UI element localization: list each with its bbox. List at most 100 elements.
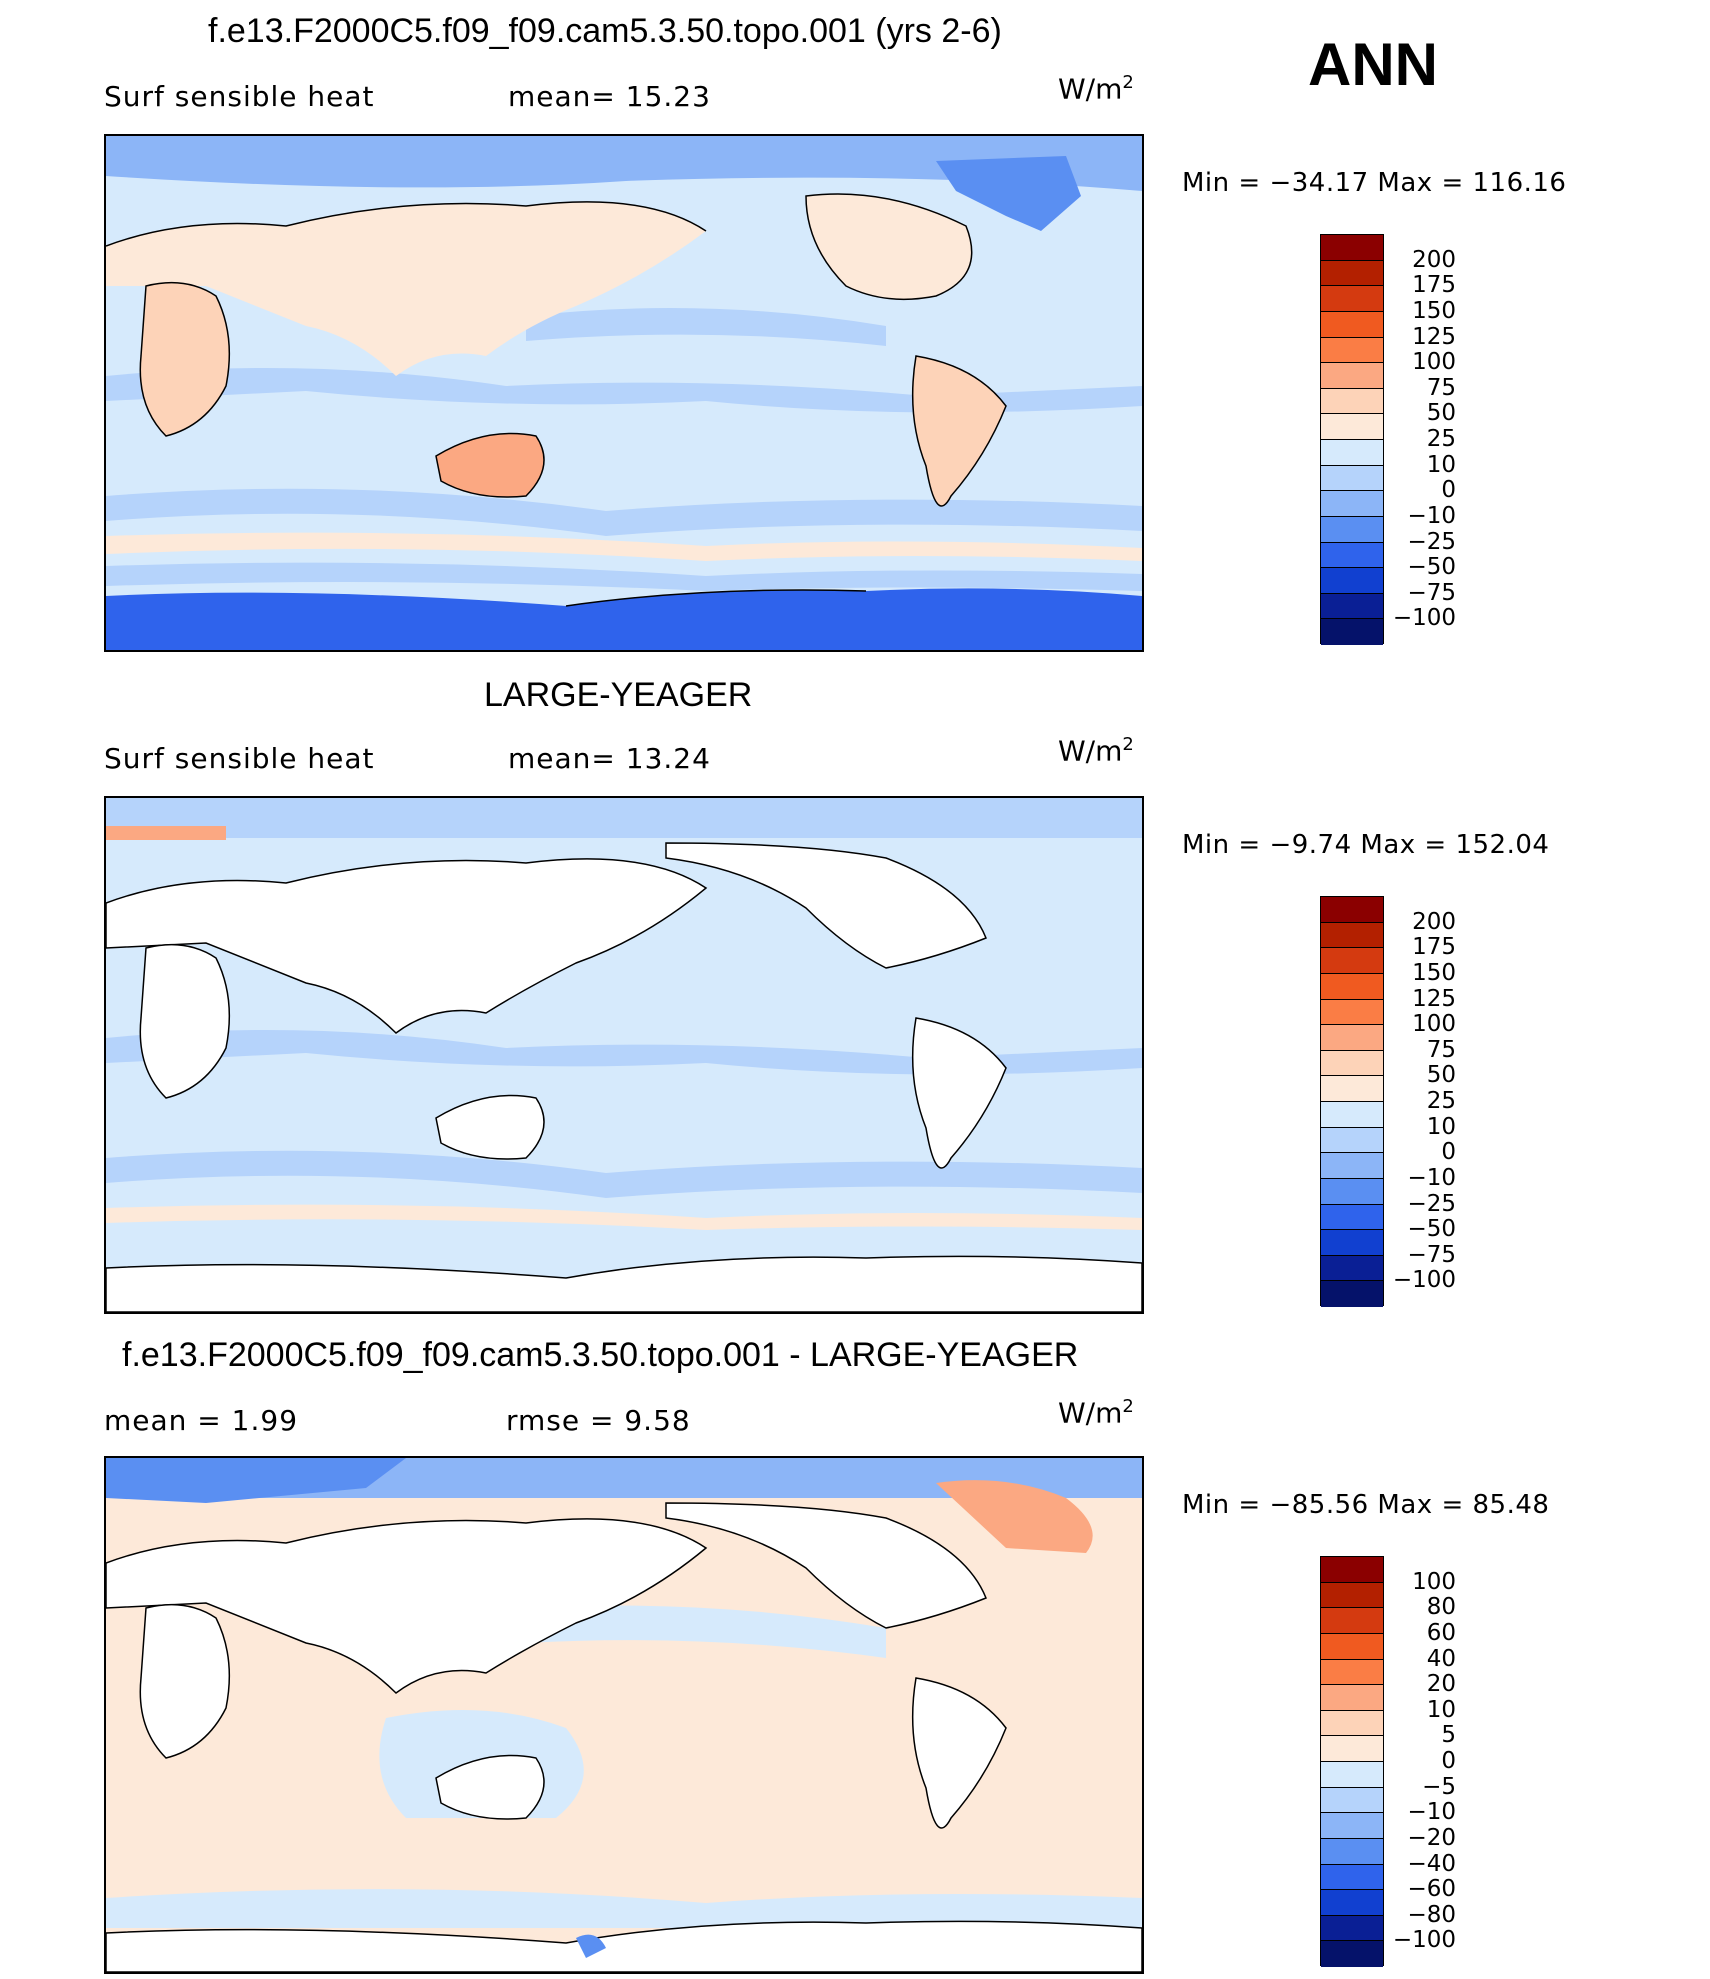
colorbar-swatch (1321, 1153, 1383, 1179)
colorbar-tick-label: 60 (1426, 1619, 1456, 1646)
colorbar-tick-label: 0 (1441, 1139, 1456, 1166)
panel-1-map (104, 134, 1144, 652)
panel-2-unit: W/m2 (1058, 734, 1134, 768)
colorbar-swatch (1321, 1685, 1383, 1711)
colorbar-tick-label: 25 (1426, 1088, 1456, 1114)
colorbar-swatch (1321, 235, 1383, 261)
panel-3-rmse: rmse = 9.58 (506, 1404, 691, 1437)
colorbar-swatch (1321, 414, 1383, 440)
colorbar-tick-label: 20 (1426, 1671, 1456, 1698)
panel-3-map (104, 1456, 1144, 1974)
colorbar-swatch (1321, 1890, 1383, 1916)
panel-2-colorbar (1320, 896, 1384, 1307)
colorbar-tick-label: 200 (1412, 246, 1456, 273)
colorbar-tick-label: −75 (1407, 1241, 1456, 1268)
colorbar-swatch (1321, 1230, 1383, 1256)
colorbar-tick-label: 175 (1412, 934, 1456, 961)
colorbar-swatch (1321, 1127, 1383, 1154)
colorbar-tick-label: 175 (1412, 272, 1456, 299)
colorbar-swatch (1321, 1281, 1383, 1307)
colorbar-tick-label: 25 (1426, 426, 1456, 452)
colorbar-swatch (1321, 948, 1383, 974)
panel-3-minmax: Min = −85.56 Max = 85.48 (1182, 1490, 1550, 1520)
colorbar-swatch (1321, 1838, 1383, 1865)
colorbar-tick-label: −50 (1407, 1216, 1456, 1243)
colorbar-tick-label: 40 (1426, 1645, 1456, 1672)
colorbar-swatch (1321, 1915, 1383, 1942)
colorbar-swatch (1321, 1204, 1383, 1231)
colorbar-tick-label: 0 (1441, 477, 1456, 504)
colorbar-swatch (1321, 465, 1383, 492)
colorbar-swatch (1321, 542, 1383, 569)
panel-1-colorbar-labels: 200 175 150 125 100 75 50 25 10 0 −10 −25 −50 −75 −100 (1376, 234, 1456, 644)
colorbar-tick-label: 10 (1426, 1113, 1456, 1140)
panel-3-colorbar (1320, 1556, 1384, 1967)
colorbar-tick-label: 10 (1426, 1696, 1456, 1723)
colorbar-swatch (1321, 1050, 1383, 1077)
panel-1-variable: Surf sensible heat (104, 80, 375, 113)
colorbar-swatch (1321, 388, 1383, 415)
colorbar-swatch (1321, 1864, 1383, 1891)
colorbar-swatch (1321, 337, 1383, 364)
colorbar-swatch (1321, 999, 1383, 1026)
colorbar-tick-label: 100 (1412, 1568, 1456, 1595)
colorbar-tick-label: 125 (1412, 985, 1456, 1012)
colorbar-tick-label: 80 (1426, 1594, 1456, 1621)
colorbar-tick-label: −20 (1407, 1824, 1456, 1851)
colorbar-swatch (1321, 1025, 1383, 1051)
colorbar-swatch (1321, 897, 1383, 923)
colorbar-tick-label: 150 (1412, 297, 1456, 324)
colorbar-tick-label: −10 (1407, 1164, 1456, 1191)
colorbar-swatch (1321, 440, 1383, 466)
panel-1-mean: mean= 15.23 (508, 80, 711, 113)
colorbar-swatch (1321, 286, 1383, 312)
colorbar-swatch (1321, 1557, 1383, 1583)
colorbar-tick-label: 75 (1426, 374, 1456, 401)
colorbar-tick-label: −100 (1392, 1267, 1456, 1294)
colorbar-tick-label: −25 (1407, 1190, 1456, 1217)
colorbar-tick-label: −40 (1407, 1850, 1456, 1877)
colorbar-swatch (1321, 1255, 1383, 1282)
colorbar-swatch (1321, 1102, 1383, 1128)
colorbar-tick-label: 200 (1412, 908, 1456, 935)
colorbar-tick-label: −75 (1407, 579, 1456, 606)
colorbar-swatch (1321, 619, 1383, 645)
colorbar-swatch (1321, 1582, 1383, 1609)
panel-2-minmax: Min = −9.74 Max = 152.04 (1182, 830, 1550, 860)
panel-2-title: LARGE-YEAGER (484, 676, 753, 714)
colorbar-swatch (1321, 1787, 1383, 1814)
colorbar-tick-label: −60 (1407, 1876, 1456, 1903)
colorbar-swatch (1321, 363, 1383, 389)
panel-2-variable: Surf sensible heat (104, 742, 375, 775)
panel-3-colorbar-labels: 100 80 60 40 20 10 5 0 −5 −10 −20 −40 −60 −80 −100 (1376, 1556, 1456, 1966)
colorbar-swatch (1321, 1608, 1383, 1634)
colorbar-swatch (1321, 491, 1383, 517)
colorbar-tick-label: 50 (1426, 400, 1456, 427)
colorbar-tick-label: −80 (1407, 1901, 1456, 1928)
panel-2-mean: mean= 13.24 (508, 742, 711, 775)
colorbar-swatch (1321, 1633, 1383, 1660)
colorbar-tick-label: 75 (1426, 1036, 1456, 1063)
panel-1-title: f.e13.F2000C5.f09_f09.cam5.3.50.topo.001… (208, 12, 1002, 50)
colorbar-tick-label: −5 (1422, 1773, 1456, 1800)
panel-1-minmax: Min = −34.17 Max = 116.16 (1182, 168, 1567, 198)
colorbar-tick-label: 10 (1426, 451, 1456, 478)
colorbar-swatch (1321, 1762, 1383, 1788)
colorbar-tick-label: −10 (1407, 1799, 1456, 1826)
colorbar-swatch (1321, 311, 1383, 338)
colorbar-tick-label: 0 (1441, 1748, 1456, 1774)
colorbar-swatch (1321, 1076, 1383, 1102)
colorbar-swatch (1321, 922, 1383, 949)
season-label: ANN (1308, 31, 1438, 98)
colorbar-swatch (1321, 1813, 1383, 1839)
colorbar-swatch (1321, 568, 1383, 594)
colorbar-swatch (1321, 1941, 1383, 1967)
panel-2-map (104, 796, 1144, 1314)
colorbar-swatch (1321, 1178, 1383, 1205)
panel-3-title: f.e13.F2000C5.f09_f09.cam5.3.50.topo.001… (122, 1336, 1079, 1374)
panel-3-mean: mean = 1.99 (104, 1404, 299, 1437)
colorbar-swatch (1321, 1710, 1383, 1737)
colorbar-swatch (1321, 260, 1383, 287)
panel-1-colorbar (1320, 234, 1384, 645)
colorbar-swatch (1321, 1659, 1383, 1686)
